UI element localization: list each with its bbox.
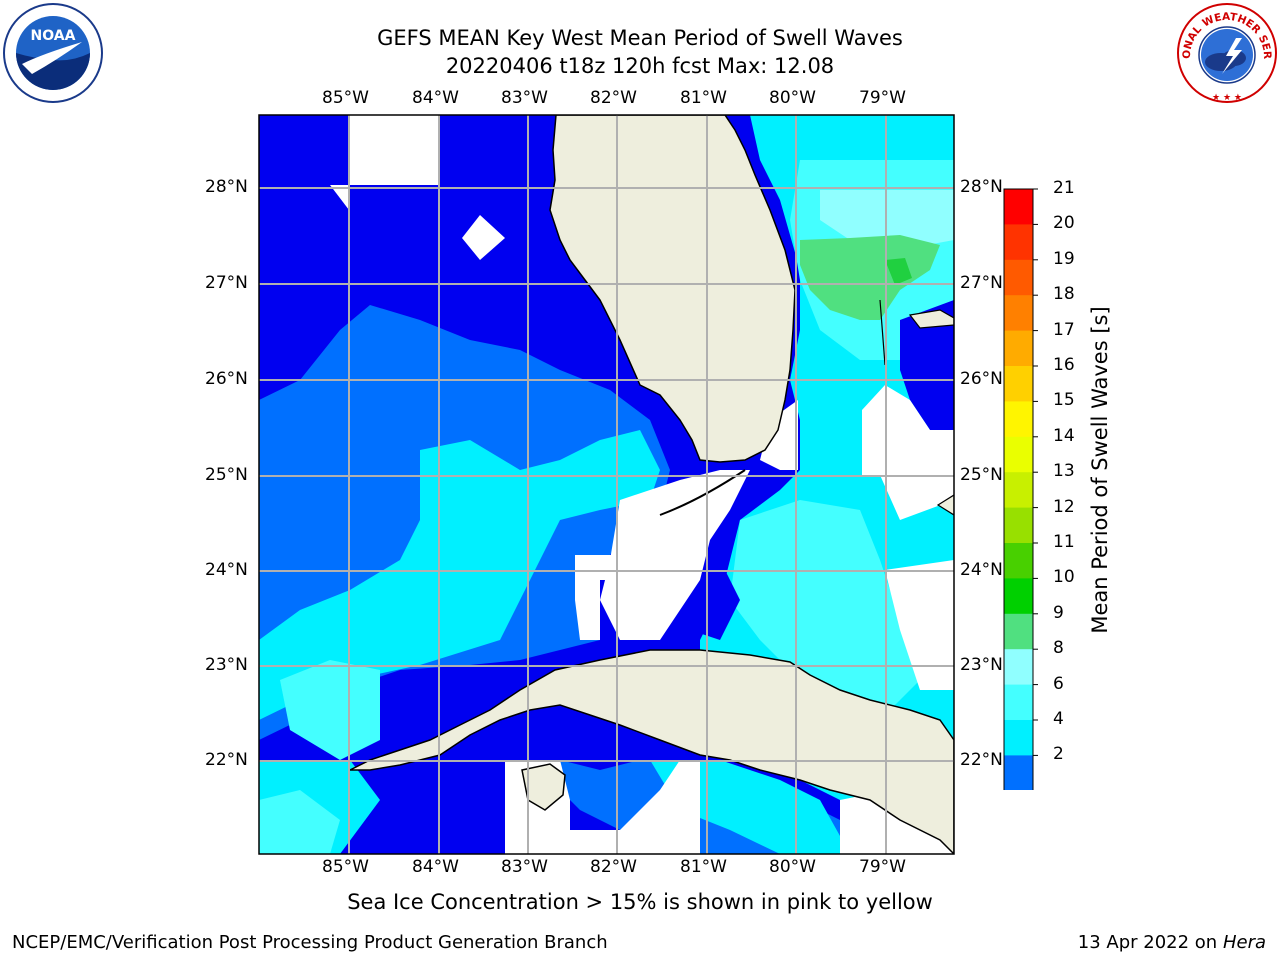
- lon-label-top: 82°W: [590, 88, 637, 108]
- no-data-area: [330, 185, 349, 210]
- noaa-logo-text: NOAA: [31, 28, 76, 44]
- colorbar-segment: [1004, 259, 1033, 296]
- date-text: 13 Apr 2022 on Hera: [1078, 932, 1266, 953]
- bright-green-spot: [885, 258, 912, 285]
- no-data-area: [760, 400, 798, 470]
- colorbar-frame: [1003, 188, 1034, 790]
- colorbar-tick-label: 20: [1053, 213, 1075, 234]
- lat-lon-grid: [259, 115, 954, 854]
- light-cyan-patch-west: [280, 660, 380, 760]
- lon-label-bottom: 82°W: [590, 857, 637, 877]
- lon-label-top: 80°W: [769, 88, 816, 108]
- svg-text:★ ★ ★: ★ ★ ★: [1212, 93, 1242, 103]
- lat-label-right: 25°N: [960, 465, 1003, 485]
- colorbar-tick-label: 10: [1053, 567, 1075, 588]
- colorbar-tick-label: 2: [1053, 744, 1064, 765]
- bahamas-island: [908, 309, 954, 329]
- lon-label-bottom: 83°W: [501, 857, 548, 877]
- cyan-region-west: [259, 430, 660, 720]
- light-cyan-patch-south: [259, 790, 340, 854]
- green-region: [800, 235, 940, 320]
- colorbar-segment: [1004, 436, 1033, 473]
- colorbar-segment: [1004, 684, 1033, 721]
- lat-label-left: 24°N: [205, 560, 248, 580]
- lon-label-top: 81°W: [680, 88, 727, 108]
- colorbar-tick-label: 6: [1053, 673, 1064, 694]
- colorbar-tick-label: 15: [1053, 390, 1075, 411]
- lon-label-top: 83°W: [501, 88, 548, 108]
- lon-label-bottom: 79°W: [859, 857, 906, 877]
- noaa-logo: NOAA: [3, 3, 103, 103]
- colorbar-segment: [1004, 543, 1033, 579]
- colorbar-tick-label: 21: [1053, 178, 1075, 198]
- no-data-area: [885, 560, 954, 690]
- colorbar-segment: [1004, 649, 1033, 686]
- colorbar-tick-label: 4: [1053, 709, 1064, 729]
- map-frame: [258, 114, 955, 855]
- no-data-area: [840, 790, 954, 854]
- lon-label-bottom: 81°W: [680, 857, 727, 877]
- lat-label-left: 25°N: [205, 465, 248, 485]
- colorbar-tick-label: 12: [1053, 496, 1075, 517]
- lat-label-right: 28°N: [960, 177, 1003, 197]
- lon-label-top: 85°W: [322, 88, 369, 108]
- lat-label-right: 27°N: [960, 273, 1003, 293]
- colorbar-tick-label: 17: [1053, 319, 1075, 340]
- colorbar-segment: [1004, 472, 1033, 509]
- colorbar-tick-label: 9: [1053, 602, 1064, 623]
- colorbar-segment: [1004, 330, 1033, 367]
- colorbar-tick-label: 8: [1053, 638, 1064, 659]
- lat-label-left: 28°N: [205, 177, 248, 197]
- colorbar-title: Mean Period of Swell Waves [s]: [1088, 306, 1112, 634]
- lat-label-left: 26°N: [205, 369, 248, 389]
- nws-logo: NATIONAL WEATHER SERVICE ★ ★ ★: [1176, 2, 1277, 103]
- florida-land: [549, 115, 796, 463]
- lon-label-top: 79°W: [859, 88, 906, 108]
- colorbar-segment: [1004, 578, 1033, 615]
- no-data-area: [600, 470, 750, 640]
- colorbar-segment: [1004, 720, 1033, 756]
- deep-blue-patch-east: [900, 300, 954, 430]
- colorbar-segment: [1004, 755, 1033, 790]
- lat-label-right: 24°N: [960, 560, 1003, 580]
- lat-label-left: 22°N: [205, 750, 248, 770]
- colorbar-segment: [1004, 401, 1033, 438]
- colorbar-segment: [1004, 507, 1033, 544]
- colorbar-tick-label: 19: [1053, 248, 1075, 269]
- no-data-area: [349, 115, 439, 185]
- lat-label-left: 27°N: [205, 273, 248, 293]
- credit-text: NCEP/EMC/Verification Post Processing Pr…: [12, 932, 608, 953]
- sea-ice-note: Sea Ice Concentration > 15% is shown in …: [347, 890, 933, 914]
- lat-label-right: 22°N: [960, 750, 1003, 770]
- colorbar-tick-label: 11: [1053, 532, 1075, 552]
- lon-label-top: 84°W: [412, 88, 459, 108]
- cuba-land: [349, 649, 954, 854]
- no-data-area: [462, 215, 505, 260]
- colorbar: [1003, 188, 1038, 790]
- map-subtitle: 20220406 t18z 120h fcst Max: 12.08: [445, 54, 835, 78]
- bahamas-coast: [879, 299, 886, 366]
- lat-label-left: 23°N: [205, 655, 248, 675]
- colorbar-tick-label: 14: [1053, 425, 1075, 446]
- map-title: GEFS MEAN Key West Mean Period of Swell …: [377, 26, 903, 50]
- colorbar-segment: [1004, 224, 1033, 261]
- lon-label-bottom: 80°W: [769, 857, 816, 877]
- colorbar-tick-label: 18: [1053, 284, 1075, 305]
- colorbar-segment: [1004, 189, 1033, 225]
- colorbar-tick-label: 16: [1053, 355, 1075, 375]
- colorbar-segment: [1004, 613, 1033, 650]
- lat-label-right: 23°N: [960, 655, 1003, 675]
- bahamas-island: [936, 494, 954, 516]
- colorbar-tick-label: 13: [1053, 461, 1075, 482]
- lat-label-right: 26°N: [960, 369, 1003, 389]
- date-label: 13 Apr 2022 on: [1077, 932, 1223, 953]
- lon-label-bottom: 84°W: [412, 857, 459, 877]
- colorbar-segment: [1004, 295, 1033, 332]
- machine-name: Hera: [1222, 932, 1266, 953]
- lon-label-bottom: 85°W: [322, 857, 369, 877]
- deep-blue-patch-straits: [690, 560, 740, 640]
- colorbar-segment: [1004, 366, 1033, 402]
